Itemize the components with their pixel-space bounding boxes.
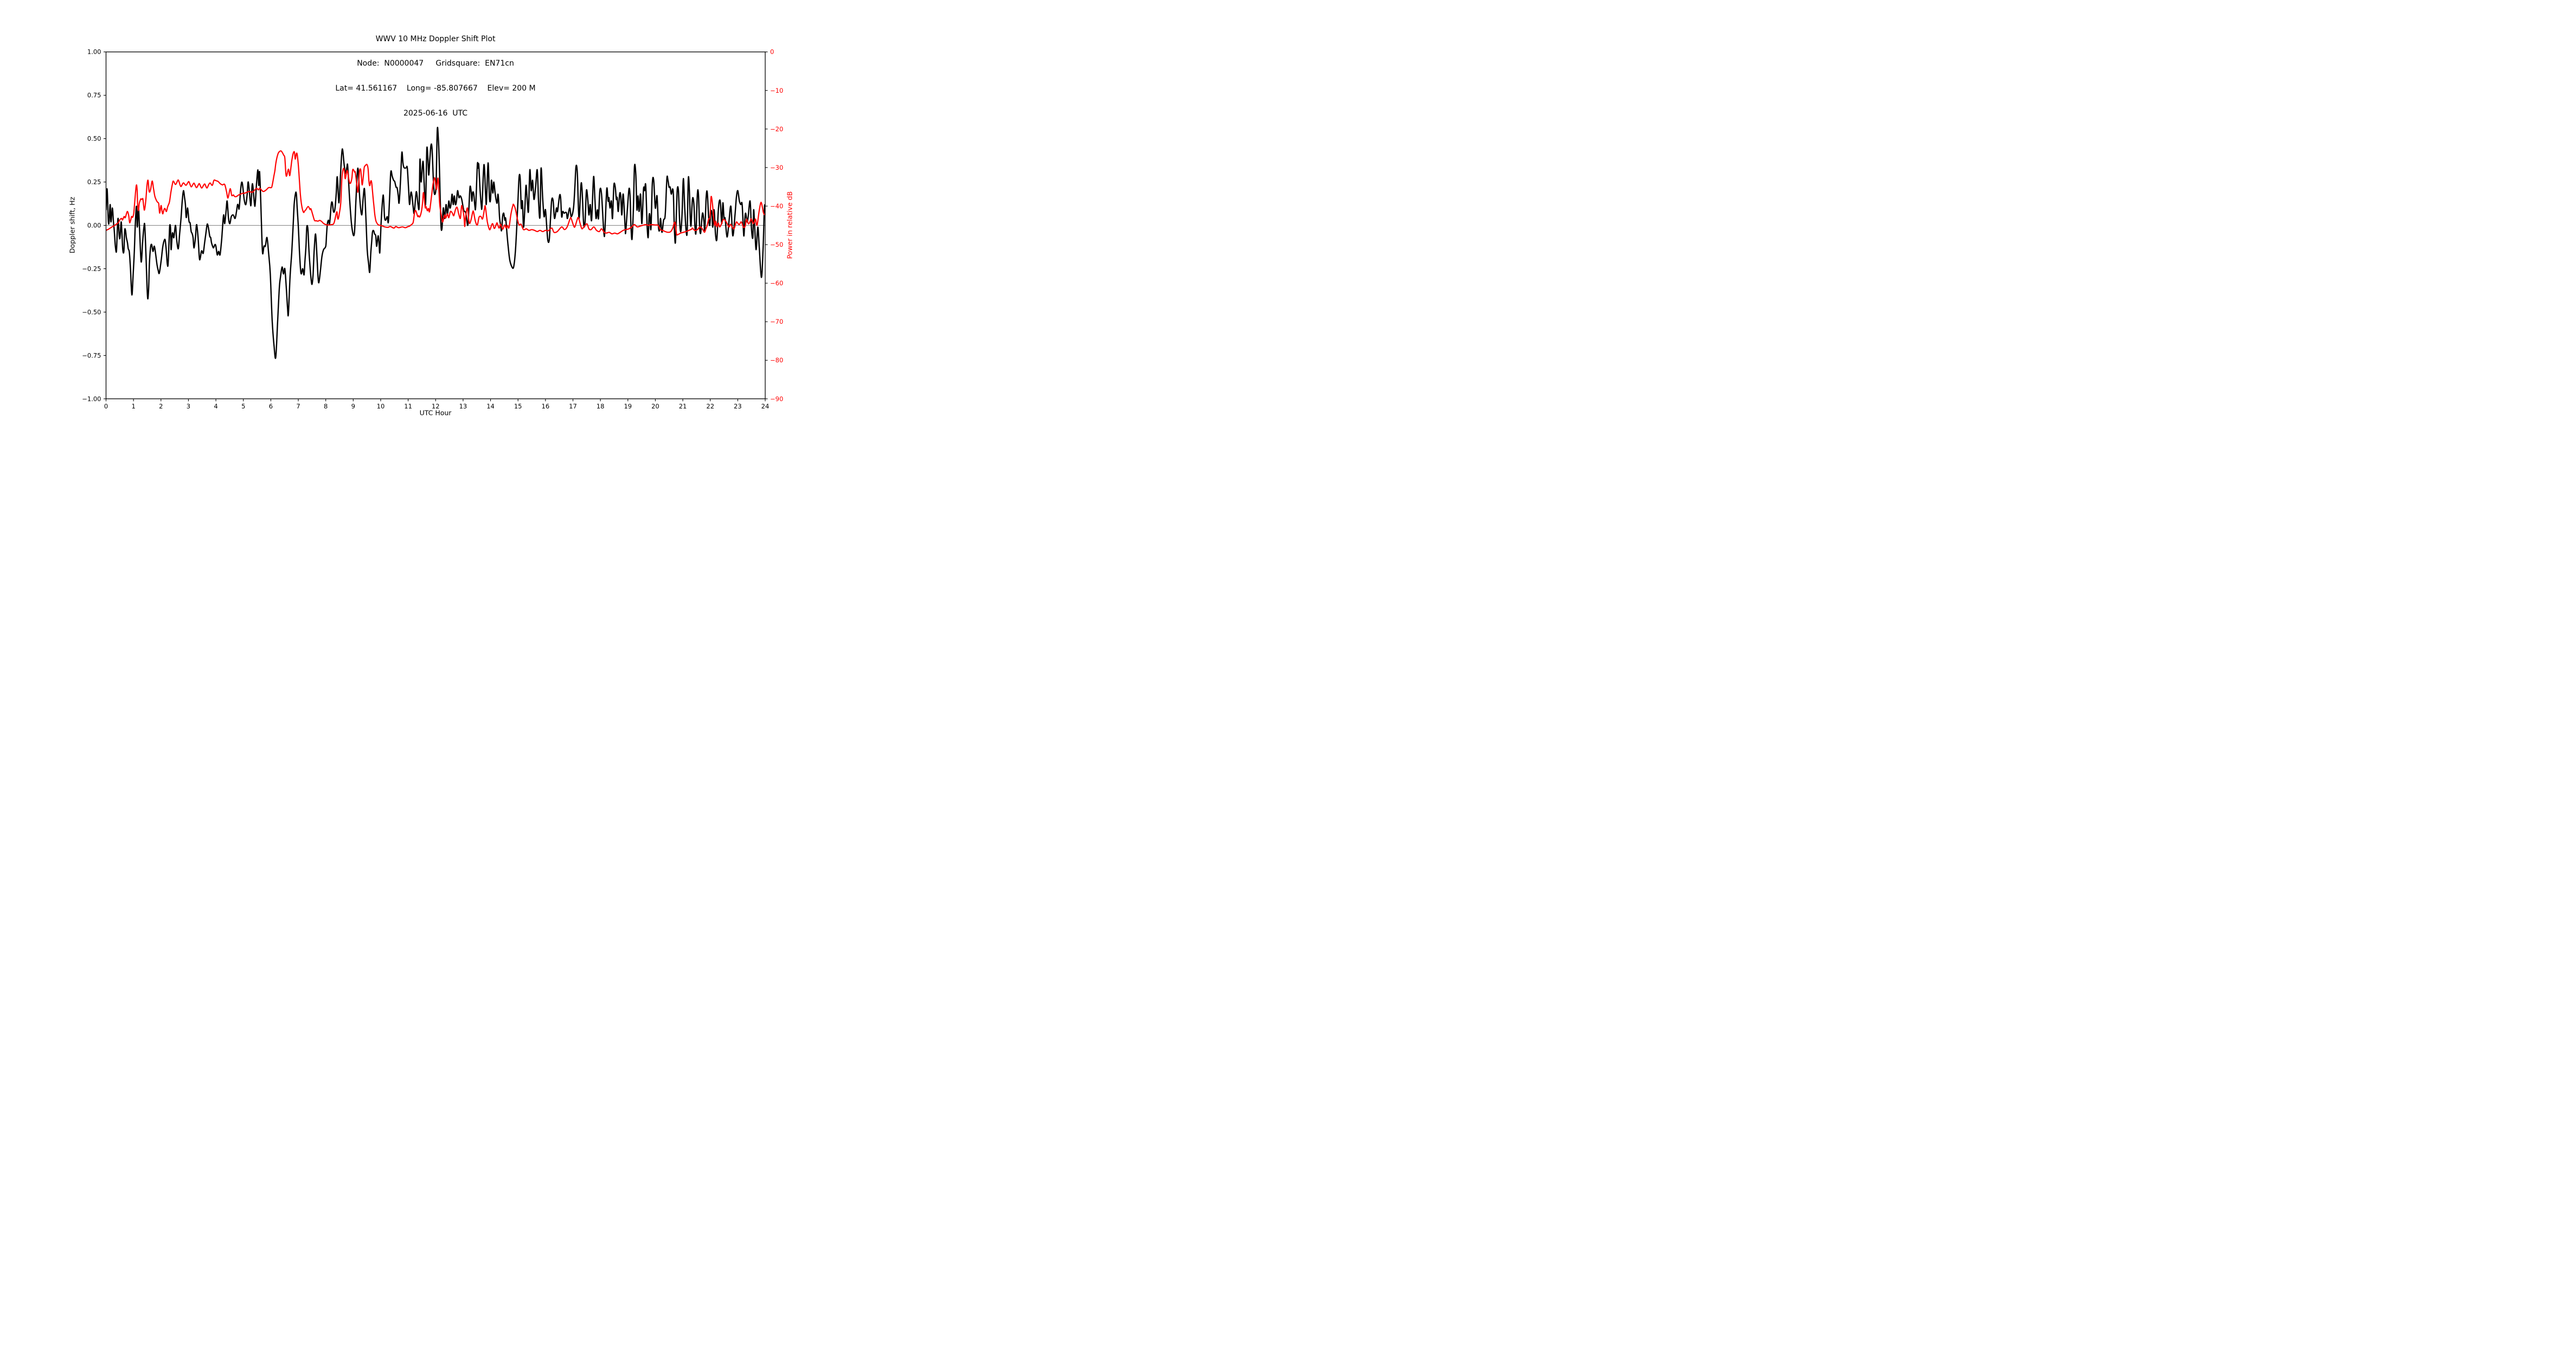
y-axis-label-right: Power in relative dB bbox=[785, 191, 794, 259]
y-axis-label-left: Doppler shift, Hz bbox=[68, 196, 76, 254]
y-right-tick-label: 0 bbox=[770, 48, 774, 56]
y-right-tick-label: −30 bbox=[770, 164, 783, 171]
x-tick-label: 15 bbox=[514, 402, 522, 410]
x-tick-label: 13 bbox=[459, 402, 467, 410]
y-right-tick-label: −20 bbox=[770, 125, 783, 133]
y-right-tick-label: −70 bbox=[770, 318, 783, 325]
y-left-tick-label: 1.00 bbox=[87, 48, 101, 56]
x-tick-label: 18 bbox=[597, 402, 605, 410]
x-tick-label: 11 bbox=[404, 402, 412, 410]
x-axis-label: UTC Hour bbox=[419, 408, 452, 417]
title-line-2: Node: N0000047 Gridsquare: EN71cn bbox=[357, 59, 514, 68]
y-left-tick-label: 0.50 bbox=[87, 135, 101, 143]
x-tick-label: 23 bbox=[734, 402, 742, 410]
x-tick-label: 10 bbox=[377, 402, 385, 410]
x-tick-label: 5 bbox=[241, 402, 245, 410]
x-tick-label: 1 bbox=[131, 402, 135, 410]
x-tick-label: 17 bbox=[569, 402, 577, 410]
x-tick-label: 2 bbox=[159, 402, 163, 410]
x-tick-label: 7 bbox=[296, 402, 300, 410]
x-tick-label: 14 bbox=[486, 402, 495, 410]
y-left-tick-label: 0.00 bbox=[87, 222, 101, 229]
y-right-tick-label: −80 bbox=[770, 356, 783, 364]
x-tick-label: 16 bbox=[542, 402, 550, 410]
x-tick-label: 20 bbox=[651, 402, 659, 410]
y-right-tick-label: −40 bbox=[770, 202, 783, 210]
y-right-tick-label: −50 bbox=[770, 241, 783, 248]
x-tick-label: 6 bbox=[269, 402, 273, 410]
chart-title-block: WWV 10 MHz Doppler Shift Plot Node: N000… bbox=[106, 18, 765, 135]
y-right-tick-label: −10 bbox=[770, 87, 783, 94]
x-tick-label: 4 bbox=[214, 402, 217, 410]
x-tick-label: 12 bbox=[432, 402, 440, 410]
x-tick-label: 19 bbox=[624, 402, 632, 410]
x-tick-label: 3 bbox=[187, 402, 190, 410]
y-left-tick-label: −0.25 bbox=[82, 265, 101, 272]
y-left-tick-label: −1.00 bbox=[82, 395, 101, 402]
y-left-tick-label: 0.25 bbox=[87, 178, 101, 186]
title-line-4: 2025-06-16 UTC bbox=[403, 109, 467, 118]
y-left-tick-label: −0.50 bbox=[82, 308, 101, 316]
y-left-tick-label: −0.75 bbox=[82, 351, 101, 359]
x-tick-label: 21 bbox=[679, 402, 687, 410]
x-tick-label: 24 bbox=[761, 402, 770, 410]
title-line-1: WWV 10 MHz Doppler Shift Plot bbox=[375, 34, 496, 43]
plot-area: 0 1 2 3 4 5 6 7 8 9 10 11 12 13 14 15 16 17 18 19 20 21 22 23 24… bbox=[82, 48, 783, 410]
title-line-3: Lat= 41.561167 Long= -85.807667 Elev= 20… bbox=[335, 84, 536, 93]
x-tick-label: 9 bbox=[351, 402, 355, 410]
x-tick-label: 0 bbox=[104, 402, 108, 410]
figure-canvas: 0 1 2 3 4 5 6 7 8 9 10 11 12 13 14 15 16 17 18 19 20 21 22 23 24… bbox=[0, 0, 850, 447]
power-series-line bbox=[106, 150, 765, 236]
y-right-tick-label: −60 bbox=[770, 279, 783, 287]
x-tick-label: 22 bbox=[706, 402, 714, 410]
doppler-series-line bbox=[106, 126, 765, 359]
y-left-tick-label: 0.75 bbox=[87, 92, 101, 99]
y-right-tick-label: −90 bbox=[770, 395, 783, 402]
x-tick-label: 8 bbox=[324, 402, 328, 410]
